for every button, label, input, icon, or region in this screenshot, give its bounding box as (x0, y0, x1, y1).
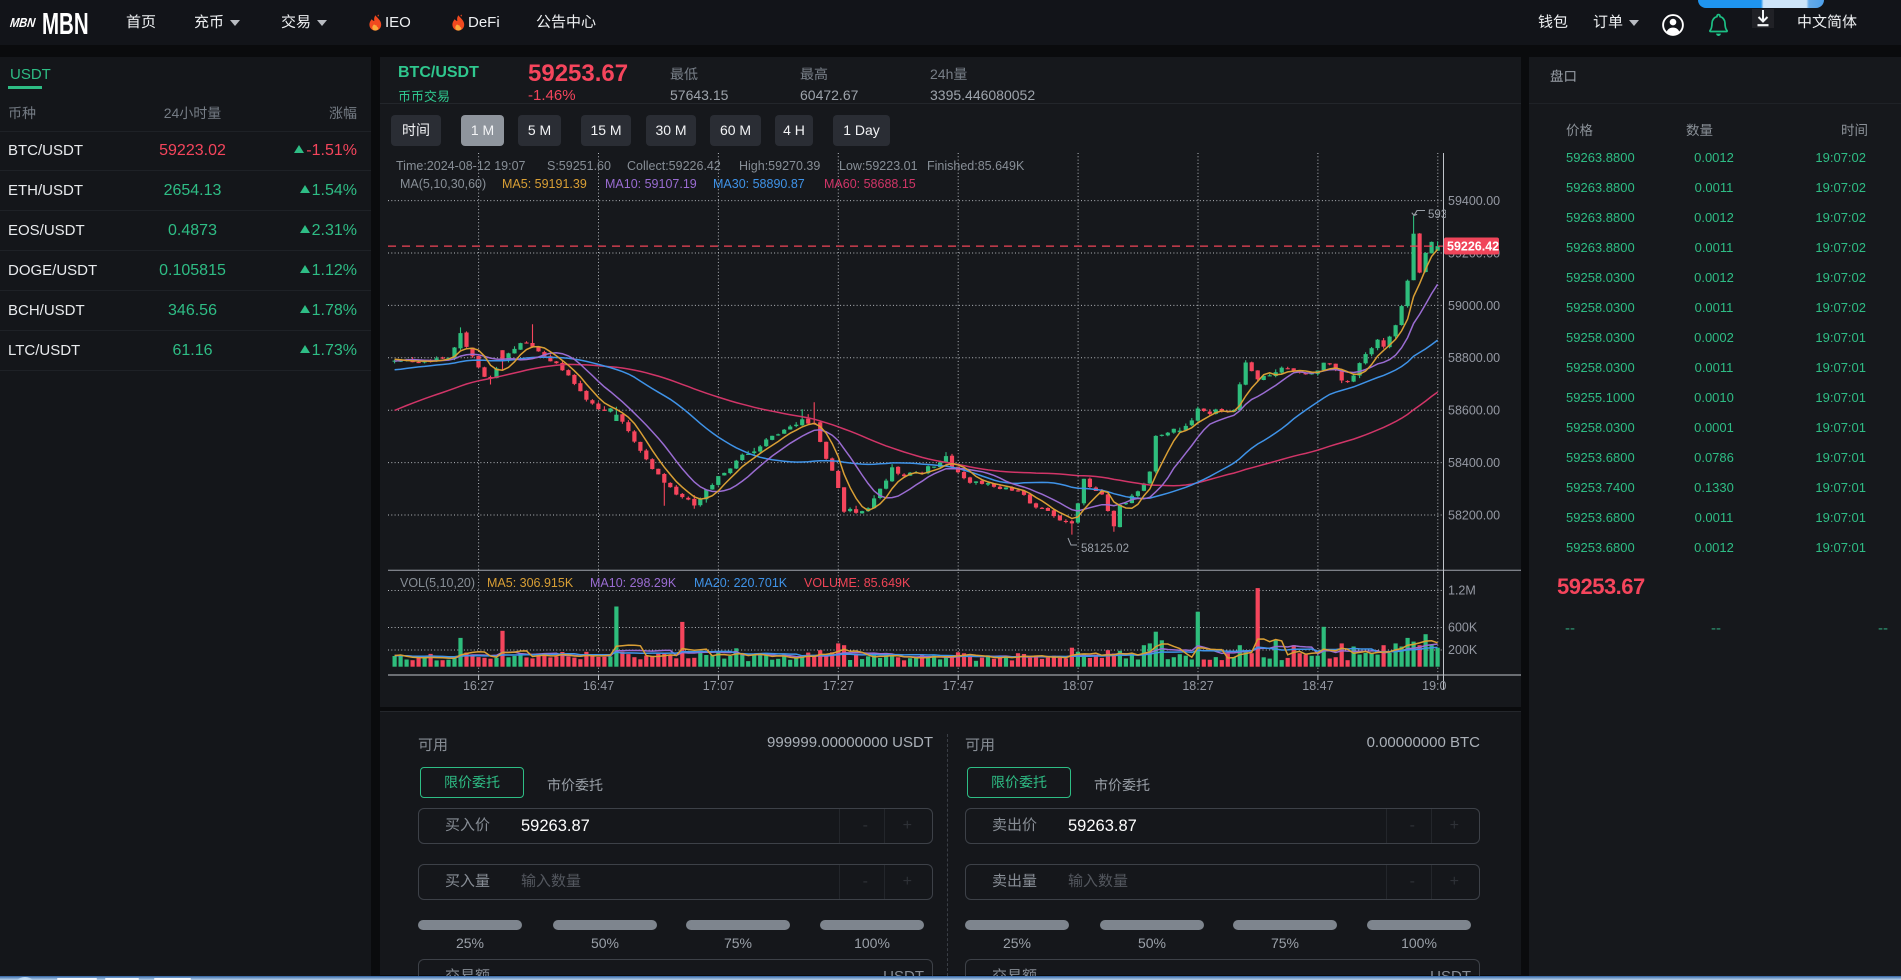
svg-text:16:27: 16:27 (463, 679, 494, 693)
svg-text:58600.00: 58600.00 (1448, 404, 1500, 418)
svg-text:17:27: 17:27 (823, 679, 854, 693)
svg-text:VOLUME: 85.649K: VOLUME: 85.649K (804, 576, 911, 590)
svg-text:18:47: 18:47 (1302, 679, 1333, 693)
svg-text:59400.00: 59400.00 (1448, 194, 1500, 208)
svg-text:19:07: 19:07 (1422, 679, 1453, 693)
svg-text:MA10: 298.29K: MA10: 298.29K (590, 576, 677, 590)
svg-text:17:47: 17:47 (943, 679, 974, 693)
svg-text:600K: 600K (1448, 621, 1478, 635)
svg-text:S:59251.60: S:59251.60 (547, 159, 611, 173)
svg-text:59342.57: 59342.57 (1428, 209, 1476, 221)
svg-text:Finished:85.649K: Finished:85.649K (927, 159, 1025, 173)
svg-text:Low:59223.01: Low:59223.01 (839, 159, 918, 173)
svg-text:58200.00: 58200.00 (1448, 508, 1500, 522)
svg-text:17:07: 17:07 (703, 679, 734, 693)
svg-text:VOL(5,10,20): VOL(5,10,20) (400, 576, 475, 590)
svg-text:59226.42: 59226.42 (1447, 240, 1499, 254)
svg-text:MA10: 59107.19: MA10: 59107.19 (605, 177, 697, 191)
svg-text:Collect:59226.42: Collect:59226.42 (627, 159, 721, 173)
svg-text:58125.02: 58125.02 (1081, 543, 1129, 555)
svg-text:58400.00: 58400.00 (1448, 456, 1500, 470)
svg-text:200K: 200K (1448, 643, 1478, 657)
svg-text:1.2M: 1.2M (1448, 584, 1476, 598)
svg-text:MA5: 59191.39: MA5: 59191.39 (502, 177, 587, 191)
svg-text:18:07: 18:07 (1062, 679, 1093, 693)
svg-text:MA5: 306.915K: MA5: 306.915K (487, 576, 574, 590)
svg-text:High:59270.39: High:59270.39 (739, 159, 820, 173)
svg-text:59000.00: 59000.00 (1448, 299, 1500, 313)
svg-text:MA(5,10,30,60): MA(5,10,30,60) (400, 177, 486, 191)
svg-text:MA60: 58688.15: MA60: 58688.15 (824, 177, 916, 191)
svg-text:Time:2024-08-12 19:07: Time:2024-08-12 19:07 (396, 159, 526, 173)
svg-text:16:47: 16:47 (583, 679, 614, 693)
svg-text:58800.00: 58800.00 (1448, 351, 1500, 365)
svg-text:18:27: 18:27 (1182, 679, 1213, 693)
svg-text:MA20: 220.701K: MA20: 220.701K (694, 576, 788, 590)
svg-text:MA30: 58890.87: MA30: 58890.87 (713, 177, 805, 191)
